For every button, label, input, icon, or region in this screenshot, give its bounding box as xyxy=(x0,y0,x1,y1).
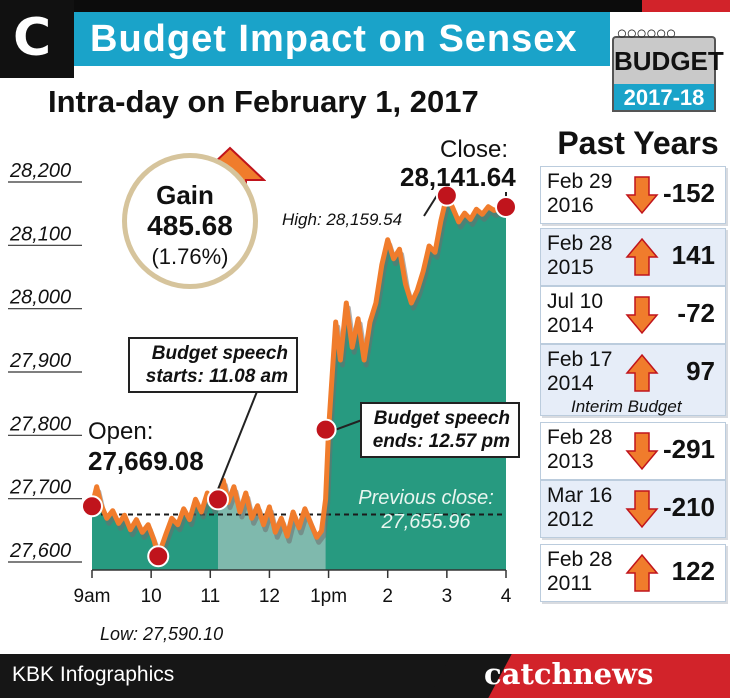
speech-start-leader xyxy=(217,383,261,490)
y-tick-label: 28,000 xyxy=(9,287,71,309)
past-year-date: Mar 16 2012 xyxy=(547,484,613,531)
speech-start-line1: Budget speech xyxy=(151,343,288,364)
past-year-change: 122 xyxy=(671,556,715,586)
high-marker xyxy=(435,184,458,207)
down-arrow-icon xyxy=(625,490,659,529)
gain-circle: Gain 485.68 (1.76%) xyxy=(122,153,258,289)
gain-value: 485.68 xyxy=(147,210,233,241)
past-years-title: Past Years xyxy=(557,125,719,161)
logo-letter: C xyxy=(13,8,52,68)
callout-leaders xyxy=(217,192,507,490)
high-label: High: 28,159.54 xyxy=(282,210,403,229)
low-label: Low: 27,590.10 xyxy=(100,624,224,644)
x-tick-label: 11 xyxy=(200,586,220,607)
past-year-change: -210 xyxy=(662,492,715,522)
catch-logo: C xyxy=(0,0,74,78)
past-year-change: 141 xyxy=(671,240,715,270)
past-year-change: 97 xyxy=(686,356,715,386)
past-year-row: Feb 28 2015 141 xyxy=(540,228,726,286)
budget-badge: ◯◯◯◯◯◯ BUDGET 2017-18 xyxy=(606,14,724,114)
chart-markers xyxy=(81,184,517,568)
open-label: Open: xyxy=(88,418,154,445)
x-tick-label: 10 xyxy=(141,586,162,607)
past-year-row: Feb 17 2014 97 Interim Budget xyxy=(540,344,726,416)
y-tick-label: 27,700 xyxy=(9,477,71,499)
speech-end-marker xyxy=(314,418,337,441)
footer-red-panel xyxy=(465,654,730,698)
gain-label: Gain xyxy=(156,180,214,210)
low-marker xyxy=(147,545,170,568)
close-label: Close: xyxy=(440,136,509,163)
up-arrow-icon xyxy=(625,237,659,276)
speech-end-callout: Budget speech ends: 12.57 pm xyxy=(360,402,520,458)
calendar-rings-icon: ◯◯◯◯◯◯ xyxy=(618,26,677,41)
x-tick-label: 12 xyxy=(259,586,280,607)
down-arrow-icon xyxy=(625,176,659,215)
x-tick-label: 9am xyxy=(74,586,111,607)
up-arrow-icon xyxy=(625,353,659,392)
badge-year: 2017-18 xyxy=(623,85,705,110)
past-year-row: Mar 16 2012 -210 xyxy=(540,480,726,538)
top-strip xyxy=(0,0,730,12)
x-tick-label: 1pm xyxy=(310,586,347,607)
y-tick-label: 27,900 xyxy=(9,350,71,372)
down-arrow-icon xyxy=(625,296,659,335)
y-tick-label: 28,200 xyxy=(9,160,71,182)
x-axis: 9am 10 11 12 1pm 2 3 4 xyxy=(74,569,512,607)
main-title: Budget Impact on Sensex xyxy=(90,18,578,60)
x-tick-label: 2 xyxy=(382,586,393,607)
calendar-icon xyxy=(612,36,716,84)
past-year-row: Feb 28 2013 -291 xyxy=(540,422,726,480)
speech-start-line2: starts: 11.08 am xyxy=(145,366,288,387)
up-arrow-icon xyxy=(625,553,659,592)
open-value: 27,669.08 xyxy=(88,446,204,476)
past-year-date: Jul 10 2014 xyxy=(547,290,604,337)
badge-year-bar xyxy=(612,84,716,112)
past-year-date: Feb 28 2015 xyxy=(547,232,613,279)
intraday-chart: 28,200 28,100 28,000 27,900 27,800 27,700 27,6… xyxy=(8,160,517,607)
past-year-date: Feb 28 2013 xyxy=(547,426,613,473)
previous-close-label: Previous close: 27,655.96 xyxy=(358,487,494,533)
speech-end-line1: Budget speech xyxy=(373,408,510,429)
x-tick-label: 3 xyxy=(442,586,453,607)
title-bar: Budget Impact on Sensex xyxy=(74,12,610,66)
past-year-row: Jul 10 2014 -72 xyxy=(540,286,726,344)
x-tick-label: 4 xyxy=(501,586,512,607)
top-strip-accent xyxy=(642,0,730,12)
speech-end-line2: ends: 12.57 pm xyxy=(372,431,510,452)
past-year-date: Feb 29 2016 xyxy=(547,170,613,217)
open-marker xyxy=(81,495,103,518)
index-area xyxy=(92,195,506,570)
badge-word: BUDGET xyxy=(614,46,724,76)
high-leader xyxy=(423,195,438,217)
y-tick-label: 28,100 xyxy=(9,223,71,245)
y-tick-label: 27,600 xyxy=(9,540,71,562)
catchnews-logo: catchnews xyxy=(484,657,654,691)
speech-start-marker xyxy=(206,488,229,511)
past-year-change: -291 xyxy=(662,434,715,464)
footer-credit: KBK Infographics xyxy=(12,663,175,686)
past-year-note: Interim Budget xyxy=(571,397,682,416)
y-axis: 28,200 28,100 28,000 27,900 27,800 27,700 27,6… xyxy=(8,160,82,563)
down-arrow-icon xyxy=(625,432,659,471)
close-marker xyxy=(495,195,517,218)
speech-end-leader xyxy=(335,419,363,431)
past-year-change: -72 xyxy=(677,298,715,328)
chart-title: Intra-day on February 1, 2017 xyxy=(48,84,479,119)
gain-percent: (1.76%) xyxy=(151,244,229,269)
speech-start-callout: Budget speech starts: 11.08 am xyxy=(128,337,298,393)
y-tick-label: 27,800 xyxy=(9,413,71,435)
past-year-change: -152 xyxy=(662,178,715,208)
footer: KBK Infographics catchnews xyxy=(0,654,730,698)
past-year-date: Feb 28 2011 xyxy=(547,548,613,595)
past-year-date: Feb 17 2014 xyxy=(547,348,613,395)
past-year-row: Feb 29 2016 -152 xyxy=(540,166,726,224)
close-value: 28,141.64 xyxy=(400,162,516,192)
past-year-row: Feb 28 2011 122 xyxy=(540,544,726,602)
